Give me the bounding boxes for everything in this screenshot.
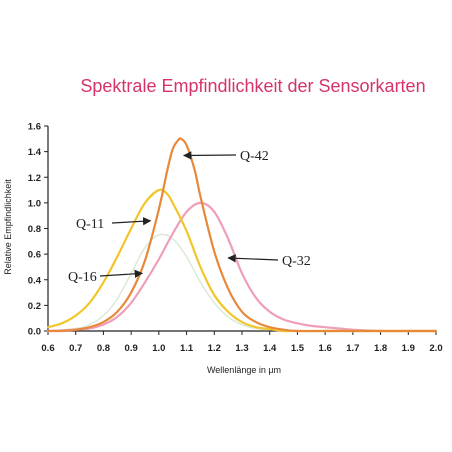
- annotation-arrow-q-32: [227, 254, 279, 263]
- x-tick-label: 1.2: [208, 343, 221, 354]
- x-tick-label: 1.0: [152, 343, 165, 354]
- x-tick-label: 1.1: [180, 343, 194, 354]
- x-axis-label: Wellenlänge in µm: [207, 365, 281, 375]
- y-tick-label: 0.0: [28, 327, 41, 338]
- annotation-label-q-16: Q-16: [68, 270, 97, 285]
- y-tick-label: 0.6: [28, 250, 41, 261]
- annotation-arrow-q-16: [99, 269, 144, 279]
- x-tick-label: 1.4: [263, 343, 277, 354]
- y-tick-label: 0.8: [28, 224, 41, 235]
- series-line-q-42: [46, 137, 438, 333]
- x-tick-label: 0.9: [125, 343, 138, 354]
- y-tick-label: 1.6: [28, 122, 41, 133]
- x-tick-label: 0.8: [97, 343, 110, 354]
- annotation-label-q-42: Q-42: [240, 149, 269, 164]
- x-tick-label: 1.7: [346, 343, 359, 354]
- y-tick-label: 1.2: [28, 173, 41, 184]
- annotation-label-q-32: Q-32: [282, 254, 311, 269]
- x-tick-label: 0.7: [69, 343, 82, 354]
- x-tick-label: 2.0: [429, 343, 442, 354]
- series-line-q-16: [47, 233, 437, 332]
- x-tick-label: 1.6: [319, 343, 332, 354]
- y-axis-label: Relative Empfindlichkeit: [3, 179, 13, 275]
- series-layer: [46, 137, 438, 333]
- axes: 0.6 0.7 0.8 0.9 1.0 1.1 1.2 1.3 1.4 1.5 1.6 1.7 1.8 1…: [28, 122, 443, 355]
- x-tick-label: 0.6: [41, 343, 54, 354]
- series-line-q-32: [46, 201, 438, 333]
- y-tick-label: 1.0: [28, 198, 41, 209]
- x-tick-label: 1.3: [235, 343, 248, 354]
- y-tick-label: 0.2: [28, 301, 41, 312]
- x-tick-label: 1.8: [374, 343, 387, 354]
- x-tick-label: 1.9: [402, 343, 415, 354]
- y-tick-label: 1.4: [28, 147, 42, 158]
- chart-title: Spektrale Empfindlichkeit der Sensorkart…: [80, 76, 425, 96]
- x-tick-label: 1.5: [291, 343, 305, 354]
- annotation-label-q-11: Q-11: [76, 217, 104, 232]
- y-tick-label: 0.4: [28, 275, 42, 286]
- annotation-arrow-q-11: [111, 217, 152, 226]
- series-line-q-11: [46, 188, 438, 333]
- annotation-layer: Q-42 Q-11 Q-16 Q-32: [68, 149, 311, 285]
